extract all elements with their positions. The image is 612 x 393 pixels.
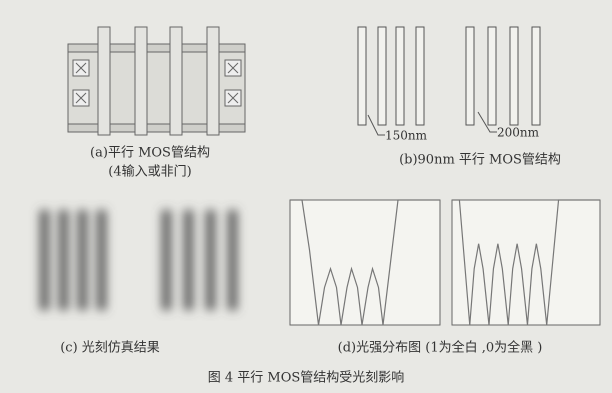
litho-simulation xyxy=(40,210,237,310)
caption-a: (a)平行 MOS管结构 xyxy=(90,146,210,161)
subcaption-a: (4输入或非门) xyxy=(108,164,191,180)
mos-layout-b xyxy=(358,27,540,135)
mos-layout-a xyxy=(68,27,245,135)
dimension-label: 150nm xyxy=(385,129,428,143)
caption-c: (c) 光刻仿真结果 xyxy=(60,341,160,356)
caption-b: (b)90nm 平行 MOS管结构 xyxy=(399,153,561,168)
figure: (a)平行 MOS管结构 (4输入或非门) 150nm 200nm (b)90n… xyxy=(0,0,612,393)
caption-d: (d)光强分布图 (1为全白 ,0为全黑 ) xyxy=(338,340,543,356)
dimension-label: 200nm xyxy=(497,126,540,140)
figure-caption: 图 4 平行 MOS管结构受光刻影响 xyxy=(208,370,405,386)
page: {"panels": [ {"caption": "(a)平行 MOS管结构",… xyxy=(0,0,612,393)
